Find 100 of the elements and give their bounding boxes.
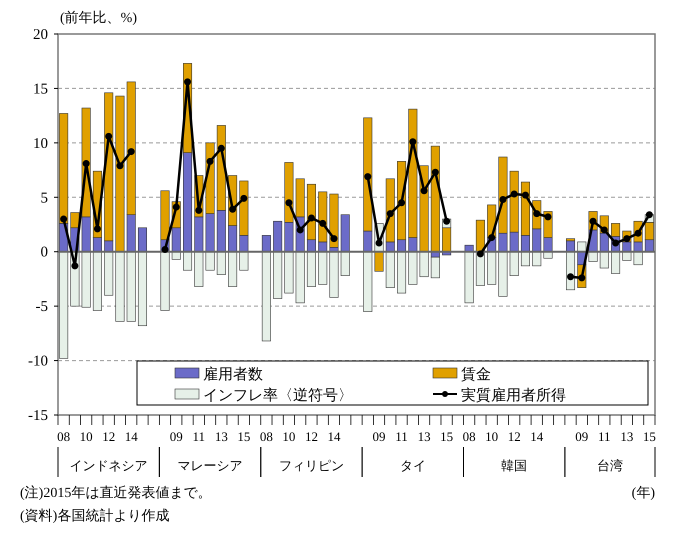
bar (577, 242, 586, 252)
bar (566, 238, 576, 242)
point (206, 158, 214, 165)
bar (464, 251, 474, 304)
x-tick-label: 11 (395, 429, 408, 444)
point (420, 187, 428, 194)
y-tick-label: 0 (40, 244, 48, 261)
legend-label: 賃金 (461, 366, 491, 383)
x-tick-label: 10 (282, 429, 296, 444)
x-tick-label: 13 (214, 429, 228, 444)
bar (82, 251, 91, 308)
x-tick-label: 14 (530, 429, 544, 444)
bar (59, 113, 68, 224)
bar (532, 228, 542, 252)
bar (194, 216, 204, 252)
y-tick-label: 20 (33, 27, 48, 43)
point (71, 262, 78, 270)
bar (228, 225, 238, 252)
bar (644, 222, 654, 240)
text: (注)2015年は直近発表値まで。 (20, 485, 212, 501)
point (364, 173, 372, 180)
bar (296, 251, 305, 304)
bar (611, 223, 620, 237)
bar (216, 251, 226, 275)
bar (273, 251, 282, 299)
text: マレーシア (178, 458, 243, 473)
bar (588, 251, 598, 262)
bar (386, 251, 395, 288)
point (488, 234, 496, 242)
bar (600, 251, 609, 268)
bar (216, 210, 226, 252)
point (240, 194, 248, 202)
bar (498, 251, 508, 297)
point (218, 144, 225, 152)
point (443, 218, 450, 225)
bar (172, 227, 181, 252)
point (432, 168, 439, 176)
point (195, 206, 202, 214)
point (105, 132, 112, 140)
point (308, 214, 315, 222)
y-tick-label: 10 (33, 136, 48, 152)
bar (160, 251, 170, 311)
bar (104, 251, 114, 296)
bar (126, 214, 136, 252)
bar (70, 212, 80, 228)
y-tick-label: -10 (28, 354, 48, 370)
bar (284, 222, 294, 252)
bar (363, 230, 372, 252)
bar (318, 251, 328, 285)
legend-label: 実質雇用者所得 (461, 387, 566, 404)
bar (634, 251, 643, 266)
y-tick-label: -5 (36, 299, 48, 316)
x-tick-label: 11 (192, 429, 206, 444)
point (398, 199, 406, 206)
y-axis-title: (前年比、%) (60, 10, 138, 26)
bar (194, 251, 204, 287)
bar (420, 251, 429, 278)
bar (115, 96, 124, 252)
bar (430, 256, 440, 278)
bar (59, 251, 68, 359)
point (319, 220, 326, 227)
text: (資料)各国統計より作成 (20, 508, 170, 524)
bar (487, 251, 496, 285)
bar (408, 251, 418, 285)
x-tick-label: 13 (418, 429, 431, 444)
x-tick-label: 15 (237, 429, 250, 444)
bar (510, 170, 519, 232)
x-tick-label: 10 (485, 429, 498, 444)
x-tick-label: 11 (598, 429, 611, 444)
bar (284, 251, 294, 294)
point (285, 199, 292, 206)
bar (296, 178, 305, 218)
x-tick-label: 13 (620, 429, 634, 444)
bar (306, 184, 316, 240)
x-tick-label: 15 (440, 429, 454, 444)
bar (126, 251, 136, 322)
bar (532, 251, 542, 266)
bar (92, 251, 102, 311)
bar (82, 216, 91, 252)
text: フィリピン (278, 458, 344, 473)
x-tick-label: 09 (372, 429, 386, 444)
x-tick-label: 14 (124, 429, 138, 444)
x-tick-label: 12 (304, 429, 318, 444)
bar (520, 251, 530, 266)
point (94, 225, 101, 232)
point (544, 213, 552, 220)
bar (183, 152, 192, 252)
bar (138, 227, 148, 252)
text: 台湾 (596, 458, 623, 473)
point (600, 226, 608, 234)
bar (239, 251, 248, 271)
point (386, 210, 394, 218)
text: インドネシア (70, 458, 148, 473)
bar (329, 251, 338, 298)
bar (206, 213, 215, 252)
point (60, 216, 68, 223)
bar (340, 214, 350, 252)
bar (138, 251, 148, 326)
x-tick-label: 10 (80, 429, 93, 444)
y-tick-label: 15 (33, 81, 48, 98)
